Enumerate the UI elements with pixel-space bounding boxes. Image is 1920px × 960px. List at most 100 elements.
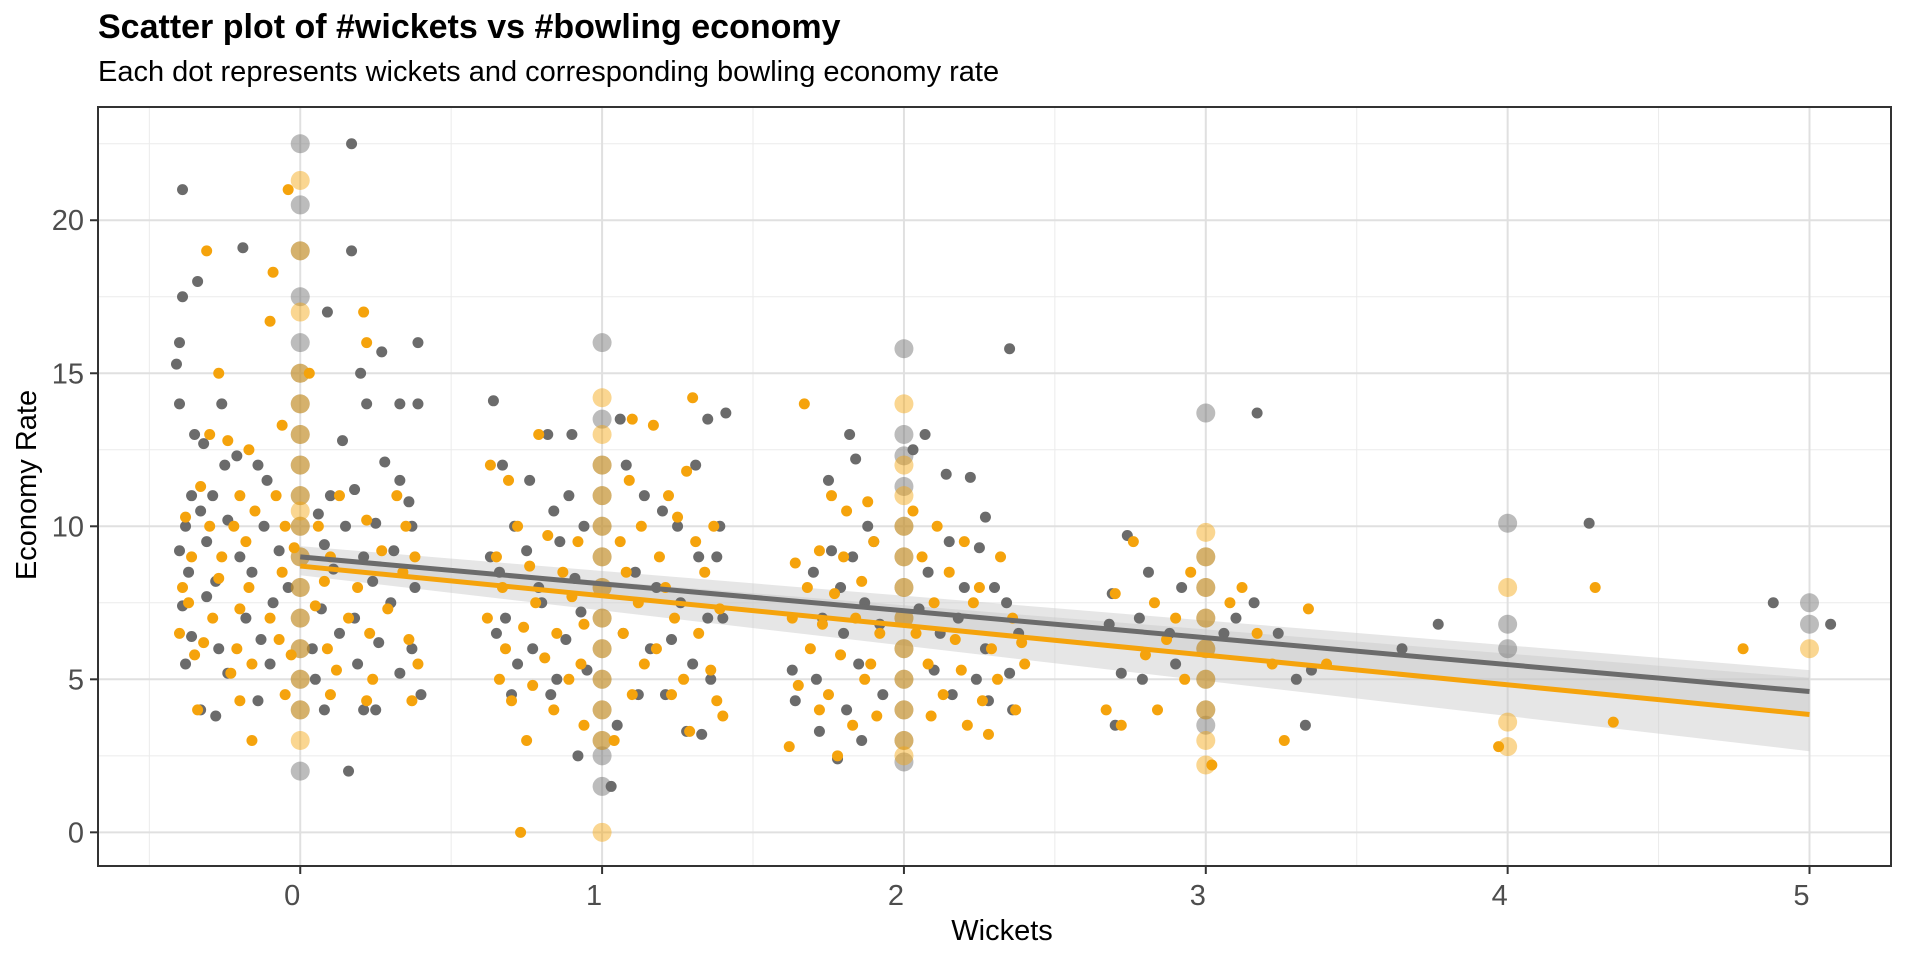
- data-point-grey: [370, 704, 382, 716]
- data-point-grey: [592, 486, 612, 506]
- data-point-grey: [1004, 667, 1016, 679]
- data-point-grey: [264, 658, 276, 670]
- data-point-grey: [856, 735, 868, 747]
- data-point-grey: [324, 490, 336, 502]
- data-point-orange: [1493, 741, 1505, 753]
- data-point-orange: [1302, 603, 1314, 615]
- data-point-grey: [198, 438, 210, 450]
- data-point-grey: [545, 689, 557, 701]
- data-point-grey: [1290, 673, 1302, 685]
- data-point-orange: [412, 658, 424, 670]
- data-point-orange: [614, 536, 626, 548]
- y-tick-label: 10: [52, 511, 84, 543]
- data-point-orange: [290, 241, 310, 261]
- data-point-orange: [1498, 737, 1518, 757]
- data-point-orange: [894, 731, 914, 751]
- data-point-orange: [894, 669, 914, 689]
- data-point-orange: [243, 444, 255, 456]
- chart-title: Scatter plot of #wickets vs #bowling eco…: [98, 8, 841, 46]
- data-point-grey: [1498, 639, 1518, 659]
- data-point-orange: [279, 520, 291, 532]
- data-point-grey: [210, 710, 222, 722]
- data-point-orange: [330, 664, 342, 676]
- data-point-orange: [225, 667, 237, 679]
- data-point-orange: [361, 337, 373, 349]
- data-point-grey: [1133, 612, 1145, 624]
- data-point-grey: [656, 505, 668, 517]
- data-point-grey: [177, 184, 189, 196]
- data-point-orange: [856, 575, 868, 587]
- x-axis: 0 1 2 3 4 5: [284, 866, 1811, 912]
- data-point-orange: [180, 511, 192, 523]
- data-point-orange: [650, 643, 662, 655]
- data-point-orange: [841, 505, 853, 517]
- data-point-orange: [290, 516, 310, 536]
- data-point-orange: [961, 719, 973, 731]
- data-point-orange: [705, 664, 717, 676]
- data-point-orange: [1196, 608, 1216, 628]
- data-point-grey: [862, 520, 874, 532]
- data-point-orange: [1109, 588, 1121, 600]
- data-point-grey: [1170, 658, 1182, 670]
- data-point-orange: [647, 419, 659, 431]
- data-point-orange: [518, 621, 530, 633]
- x-tick-label: 4: [1492, 880, 1508, 912]
- data-point-orange: [234, 695, 246, 707]
- data-point-orange: [270, 490, 282, 502]
- data-point-grey: [973, 542, 985, 554]
- data-point-orange: [403, 634, 415, 646]
- data-point-grey: [1196, 547, 1216, 567]
- data-point-grey: [355, 367, 367, 379]
- data-point-orange: [204, 428, 216, 440]
- data-point-grey: [358, 551, 370, 563]
- data-point-grey: [496, 459, 508, 471]
- data-point-orange: [973, 581, 985, 593]
- data-point-orange: [995, 551, 1007, 563]
- data-point-orange: [290, 608, 310, 628]
- data-point-orange: [859, 673, 871, 685]
- data-point-orange: [1607, 716, 1619, 728]
- x-axis-title: Wickets: [951, 915, 1053, 947]
- data-point-orange: [1196, 577, 1216, 597]
- data-point-grey: [261, 474, 273, 486]
- data-point-grey: [853, 658, 865, 670]
- data-point-grey: [894, 700, 914, 720]
- data-point-orange: [608, 735, 620, 747]
- data-point-grey: [970, 673, 982, 685]
- data-point-grey: [1800, 593, 1819, 613]
- data-point-grey: [560, 634, 572, 646]
- data-point-orange: [813, 704, 825, 716]
- data-point-orange: [816, 618, 828, 630]
- data-point-orange: [992, 673, 1004, 685]
- data-point-grey: [306, 643, 318, 655]
- data-point-grey: [720, 407, 732, 419]
- data-point-orange: [958, 536, 970, 548]
- data-point-orange: [195, 481, 207, 492]
- data-point-grey: [290, 700, 310, 720]
- data-point-orange: [290, 424, 310, 444]
- data-point-orange: [894, 394, 914, 414]
- data-point-orange: [868, 536, 880, 548]
- data-point-orange: [617, 627, 629, 639]
- data-point-grey: [394, 474, 406, 486]
- data-point-orange: [620, 566, 632, 578]
- data-point-orange: [493, 673, 505, 685]
- data-point-orange: [213, 572, 225, 584]
- data-point-orange: [711, 695, 723, 707]
- data-point-orange: [1251, 627, 1263, 639]
- data-point-grey: [877, 689, 889, 701]
- data-point-orange: [409, 551, 421, 563]
- data-point-grey: [548, 505, 560, 517]
- data-point-grey: [318, 539, 330, 551]
- data-point-orange: [835, 649, 847, 661]
- data-point-grey: [838, 627, 850, 639]
- data-point-orange: [189, 649, 201, 661]
- data-point-orange: [717, 710, 729, 722]
- data-point-orange: [563, 673, 575, 685]
- data-point-orange: [925, 710, 937, 722]
- data-point-orange: [592, 608, 612, 628]
- data-point-orange: [687, 392, 699, 404]
- data-point-orange: [976, 695, 988, 707]
- data-point-orange: [871, 710, 883, 722]
- data-point-orange: [358, 306, 370, 318]
